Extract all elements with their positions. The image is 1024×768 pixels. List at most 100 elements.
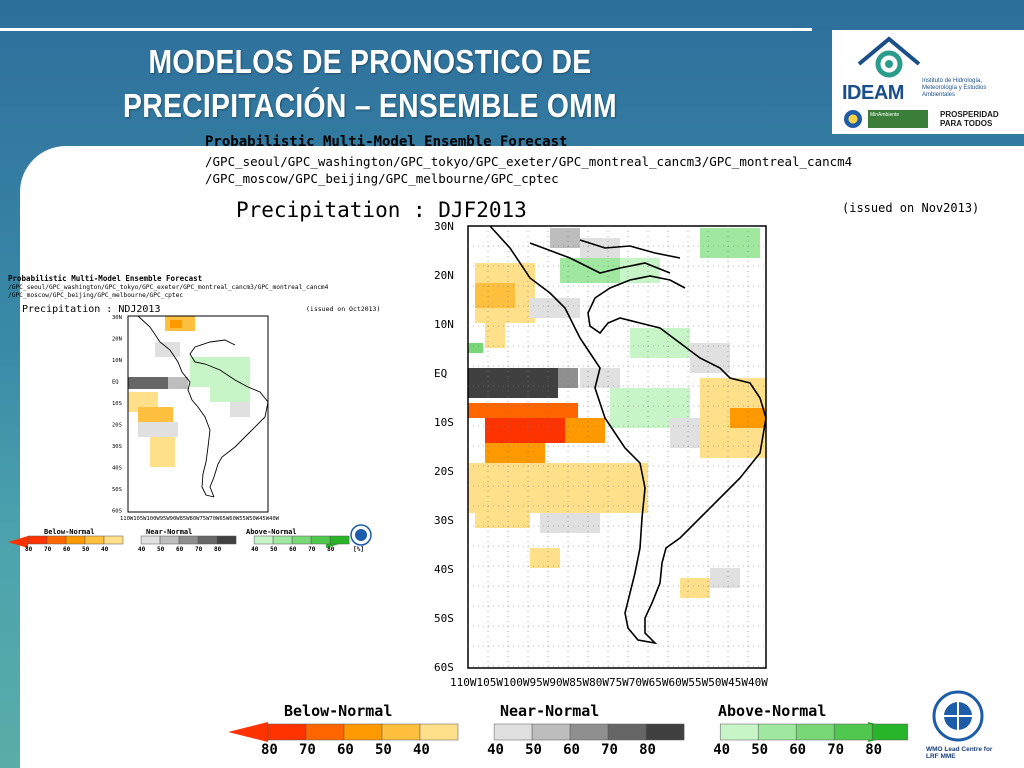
main-legend-near-swatch [607,723,647,741]
main-lat-label: 10S [434,416,454,429]
inset-legend-near-value: 70 [195,546,203,553]
inset-map-models-line1: /GPC_seoul/GPC_washington/GPC_tokyo/GPC_… [8,284,329,291]
inset-lat-label: 10S [112,401,122,407]
main-legend-near-swatch [531,723,571,741]
main-lat-label: 10N [434,318,454,331]
main-map-frame [467,225,767,669]
main-legend-near-swatch [645,723,685,741]
inset-lat-label: 20S [112,423,122,429]
inset-map-prob-cell [138,422,178,437]
inset-legend-near-swatch [216,535,237,545]
wmo-logo-icon [932,690,984,742]
main-legend-above-value: 80 [865,742,882,758]
inset-forecast-map: 30N 20N 10N EQ 10S 20S 30S 40S 50S 60S 110W105W10… [112,315,280,522]
inset-map-variable: Precipitation : NDJ2013 [22,304,161,315]
main-map-prob-cell [530,298,580,318]
inset-map-prob-cell [210,382,250,402]
main-forecast-map: 30N 20N 10N EQ 10S 20S 30S 40S 50S 60S 110W105W10… [434,220,768,689]
inset-legend-below-swatch [46,535,67,545]
inset-legend-above-swatch [310,535,331,545]
main-map-prob-cell [580,368,620,388]
inset-legend-below-swatch [27,535,48,545]
inset-map-prob-cell [170,320,182,328]
main-legend-above-value: 50 [751,742,768,758]
main-legend-below-value: 60 [337,742,354,758]
main-map-prob-cell [700,228,760,258]
main-legend-below-value: 70 [299,742,316,758]
main-map-prob-cell [468,368,558,398]
main-map-models-line1: /GPC_seoul/GPC_washington/GPC_tokyo/GPC_… [205,154,853,169]
main-map-prob-cell [680,578,710,598]
main-lat-label: 20S [434,465,454,478]
main-map-prob-cell [475,283,515,308]
inset-map-prob-cell [128,377,168,389]
main-map-issued: (issued on Nov2013) [842,201,980,215]
main-map-prob-cell [485,443,545,463]
main-lat-label: 30N [434,220,454,233]
ideam-swirl-icon [857,36,921,78]
inset-map-prob-cell [230,402,250,417]
main-legend-below-value: 80 [261,742,278,758]
inset-legend-below-value: 60 [63,546,71,553]
main-lon-labels: 110W105W100W95W90W85W80W75W70W65W60W55W5… [450,676,768,689]
inset-legend-near-value: 60 [176,546,184,553]
inset-legend: Below-Normal Near-Normal Above-Normal 80… [8,528,364,553]
inset-lat-label: 30S [112,444,122,450]
main-legend-near-value: 60 [563,742,580,758]
inset-legend-above-value: 80 [327,546,335,553]
ideam-description: Instituto de Hidrología, Meteorología y … [922,78,987,98]
ideam-logo-block: IDEAM Instituto de Hidrología, Meteorolo… [832,30,1024,134]
inset-legend-above-value: 40 [251,546,259,553]
ideam-wordmark: IDEAM [842,82,904,104]
legend-above-title: Above-Normal [718,702,826,720]
main-map-variable: Precipitation : DJF2013 [236,198,527,222]
inset-map-issued: (issued on Oct2013) [306,305,381,313]
main-legend-below-value: 40 [413,742,430,758]
main-map-models-line2: /GPC_moscow/GPC_beijing/GPC_melbourne/GP… [205,171,559,186]
inset-legend-above-swatch [272,535,293,545]
inset-legend-above-swatch [329,535,350,545]
main-map-prob-cell [620,258,660,283]
main-legend-near-swatch [569,723,609,741]
inset-legend-near-value: 40 [138,546,146,553]
main-map-prob-cell [475,513,530,528]
main-legend-near-value: 50 [525,742,542,758]
inset-legend-below-value: 80 [25,546,33,553]
main-legend-above-swatch [833,723,873,741]
inset-legend-above-value: 70 [308,546,316,553]
inset-legend-above-value: 50 [270,546,278,553]
main-lat-label: 50S [434,612,454,625]
main-legend-near-value: 40 [487,742,504,758]
inset-legend-near-title: Near-Normal [146,528,192,536]
inset-legend-below-swatch [65,535,86,545]
main-map-header: Probabilistic Multi-Model Ensemble Forec… [205,134,568,150]
legend-near-title: Near-Normal [500,702,599,720]
inset-lat-label: 10N [112,358,122,364]
inset-lat-label: 20N [112,337,122,343]
main-map-prob-cell [550,228,580,248]
inset-legend-unit: [%] [353,546,364,553]
legend-below-title: Below-Normal [284,702,392,720]
main-legend-above-value: 40 [713,742,730,758]
inset-map-prob-cell [155,342,180,357]
main-legend-above-value: 60 [789,742,806,758]
inset-legend-below-swatch [84,535,105,545]
slide-title-line2: PRECIPITACIÓN – ENSEMBLE OMM [123,87,617,124]
main-lat-label: 60S [434,661,454,674]
main-lat-label: 40S [434,563,454,576]
prosperidad-logo: PROSPERIDAD PARA TODOS [940,110,999,128]
inset-map-models-line2: /GPC_moscow/GPC_beijing/GPC_melbourne/GP… [8,292,184,299]
minambiente-logo: MinAmbiente [868,110,928,128]
inset-lat-label: 30N [112,315,122,321]
inset-legend-below-title: Below-Normal [44,528,95,536]
colombia-emblem-icon [844,110,862,128]
main-legend-below-swatch [381,723,421,741]
inset-legend-above-swatch [291,535,312,545]
main-map-coastline [489,225,767,645]
main-legend-above-swatch [757,723,797,741]
title-divider-line [0,28,812,31]
main-legend-below-swatch [419,723,459,741]
inset-legend-below-value: 40 [101,546,109,553]
inset-legend-near-swatch [178,535,199,545]
inset-legend-below-swatch [103,535,124,545]
